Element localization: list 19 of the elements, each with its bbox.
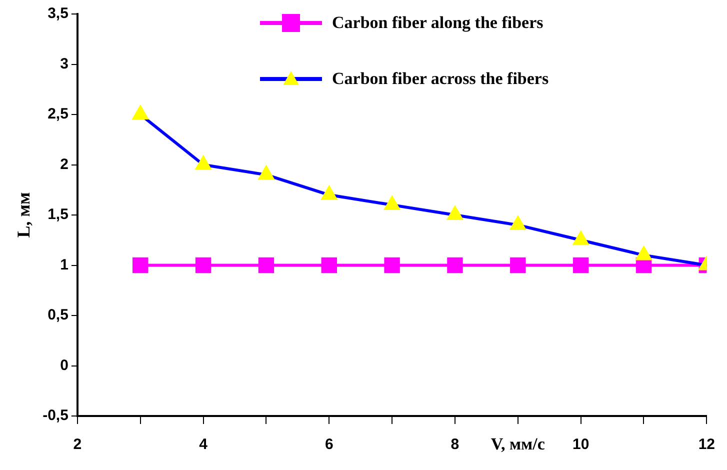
y-tick-label: 0,5 <box>48 306 68 324</box>
legend-label: Carbon fiber along the fibers <box>332 13 544 33</box>
x-axis-title: V, мм/с <box>490 434 546 454</box>
x-tick-label: 6 <box>324 436 334 454</box>
y-tick-label: -0,5 <box>42 407 68 424</box>
x-tick-label: 10 <box>572 436 590 454</box>
y-tick-label: 3,5 <box>48 5 68 22</box>
y-tick-label: 3 <box>60 55 68 72</box>
x-tick-label: 8 <box>450 436 460 454</box>
y-tick-label: 1,5 <box>48 206 68 224</box>
y-tick-label: 2,5 <box>48 106 68 123</box>
y-tick-label: 0 <box>60 356 68 374</box>
x-tick-label: 4 <box>199 436 208 454</box>
legend-label: Carbon fiber across the fibers <box>332 69 549 89</box>
y-tick-label: 2 <box>60 156 68 173</box>
y-tick-label: 1 <box>60 256 68 274</box>
x-tick-label: 2 <box>73 436 82 454</box>
x-tick-label: 12 <box>698 436 715 454</box>
y-axis-title: L, мм <box>13 192 34 238</box>
